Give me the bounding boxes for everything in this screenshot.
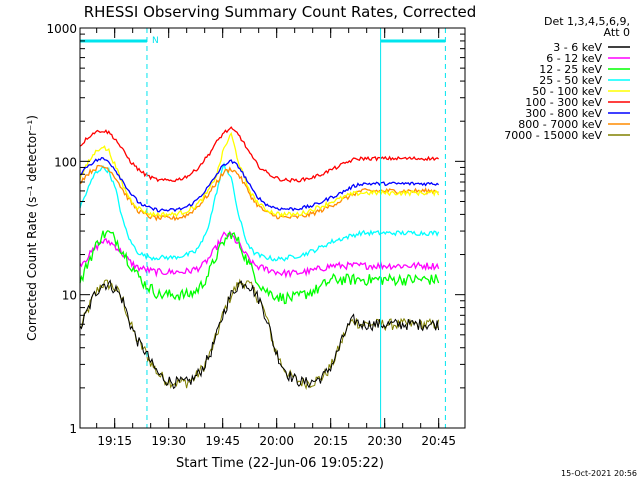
series-line-3-6-kev [79,279,440,390]
x-tick-label: 19:15 [97,434,132,448]
x-tick-label: 20:45 [421,434,456,448]
y-tick-label: 10 [62,289,77,303]
series-layer [79,126,440,391]
chart-title: RHESSI Observing Summary Count Rates, Co… [84,3,477,21]
x-tick-label: 20:15 [313,434,348,448]
y-tick-label: 1000 [46,22,77,36]
x-tick-label: 19:45 [205,434,240,448]
series-line-12-25-kev [79,230,440,305]
legend-header-line-1: Det 1,3,4,5,6,9, [544,15,630,28]
legend-label: 800 - 7000 keV [518,118,602,131]
y-tick-label: 1 [69,422,77,436]
legend-label: 3 - 6 keV [553,41,602,54]
series-line-50-100-kev [79,131,440,219]
x-tick-label: 20:00 [259,434,294,448]
series-line-300-800-kev [79,156,440,213]
legend-header-line-2: Att 0 [604,26,630,39]
legend-label: 6 - 12 keV [546,52,602,65]
legend-label: 7000 - 15000 keV [504,129,602,142]
night-marker-label: N [152,36,159,46]
x-tick-label: 19:30 [151,434,186,448]
series-line-7000-15000-kev [79,278,440,391]
x-axis-label: Start Time (22-Jun-06 19:05:22) [176,456,384,471]
y-axis-label: Corrected Count Rate (s⁻¹ detector⁻¹) [25,115,39,341]
legend-label: 25 - 50 keV [539,74,602,87]
plot-frame [79,27,466,429]
series-line-100-300-kev [79,126,439,183]
legend-label: 50 - 100 keV [532,85,602,98]
series-line-6-12-kev [79,230,440,279]
interval-layer: N [79,28,446,428]
series-line-25-50-kev [79,161,440,262]
x-tick-label: 20:30 [367,434,402,448]
legend-label: 100 - 300 keV [525,96,602,109]
footer-date: 15-Oct-2021 20:56 [561,469,637,478]
legend-label: 300 - 800 keV [525,107,602,120]
axis-layer: 1 10 100 1000 19:15 19:30 19:45 20:00 20:15 20:30… [46,22,466,448]
legend-label: 12 - 25 keV [539,63,602,76]
series-line-800-7000-kev [79,164,439,222]
y-tick-label: 100 [54,155,77,169]
